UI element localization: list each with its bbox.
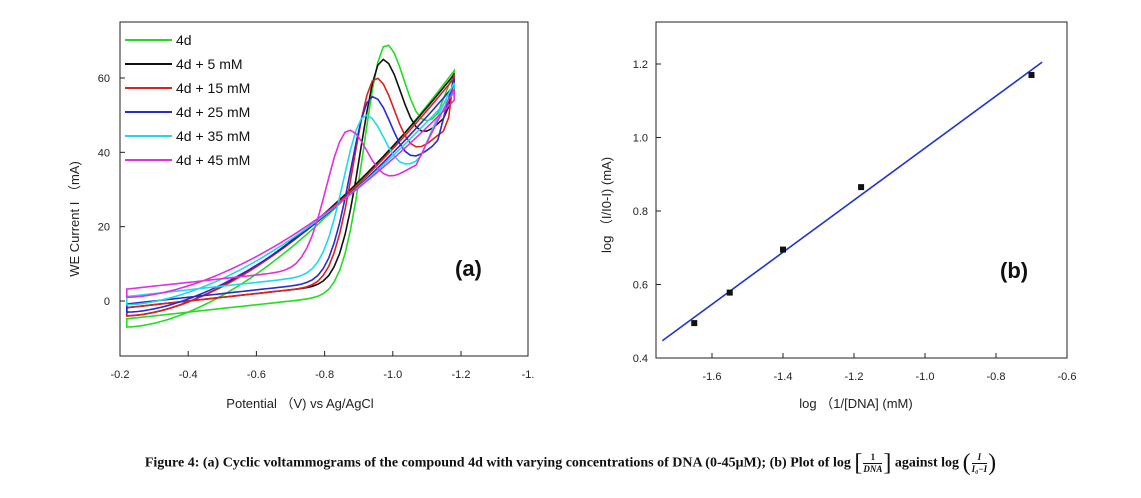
y-tick-label: 0 bbox=[104, 296, 110, 308]
caption-fraction-1: 1 DNA bbox=[863, 452, 883, 475]
panel-a-x-axis-label: Potential （V) vs Ag/AgCl bbox=[226, 396, 374, 411]
series-line bbox=[126, 44, 455, 328]
panel-b-x-ticks: -1.6 -1.4 -1.2 -1.0 -0.8 -0.6 bbox=[703, 353, 1077, 383]
panel-b-x-axis-label: log （1/[DNA] (mM) bbox=[799, 396, 912, 411]
x-tick-label: -0.4 bbox=[179, 369, 198, 381]
data-point bbox=[726, 289, 733, 296]
panel-b-y-ticks: 0.4 0.6 0.8 1.0 1.2 bbox=[633, 59, 661, 365]
panel-b-linear-plot: 0.4 0.6 0.8 1.0 1.2 -1.6 -1.4 -1.2 -1.0 -0.8 -0.6… bbox=[599, 21, 1077, 411]
x-tick-label: -0.6 bbox=[247, 369, 266, 381]
y-tick-label: 40 bbox=[98, 147, 110, 159]
caption-fraction-2: I I₀−I bbox=[971, 452, 988, 475]
y-tick-label: 1.2 bbox=[633, 59, 648, 71]
caption-text: Figure 4: (a) Cyclic voltammograms of th… bbox=[144, 455, 851, 471]
panel-a-y-ticks: 0 20 40 60 bbox=[98, 73, 125, 308]
data-point bbox=[858, 184, 865, 191]
caption-paren-close: ) bbox=[988, 450, 997, 476]
y-tick-label: 60 bbox=[98, 73, 110, 85]
data-point bbox=[780, 246, 786, 253]
y-tick-label: 0.6 bbox=[633, 280, 648, 292]
caption-frac2-numerator: I bbox=[977, 452, 982, 462]
series-line bbox=[126, 88, 455, 299]
x-tick-label: -1.2 bbox=[845, 371, 864, 383]
panel-a-curves bbox=[126, 44, 455, 328]
caption-middle: against log bbox=[894, 455, 960, 471]
x-tick-label: -1.0 bbox=[383, 369, 402, 381]
x-tick-label: -0.8 bbox=[987, 371, 1006, 383]
caption-frac2-denominator: I₀−I bbox=[971, 463, 988, 474]
caption-frac1-numerator: 1 bbox=[870, 452, 876, 462]
panel-a-legend: 4d 4d + 5 mM 4d + 15 mM 4d + 25 mM 4d + 35 m… bbox=[125, 32, 250, 168]
series-line bbox=[126, 58, 455, 317]
data-point bbox=[1028, 72, 1035, 79]
fit-line bbox=[661, 61, 1043, 342]
x-tick-label: -1.2 bbox=[452, 369, 471, 381]
x-tick-label: -0.2 bbox=[111, 369, 130, 381]
legend-label: 4d + 5 mM bbox=[176, 56, 243, 72]
figure-caption: Figure 4: (a) Cyclic voltammograms of th… bbox=[0, 450, 1141, 477]
y-tick-label: 20 bbox=[98, 222, 110, 234]
y-tick-label: 0.8 bbox=[633, 206, 648, 218]
legend-label: 4d + 45 mM bbox=[176, 152, 250, 168]
panel-b-label: (b) bbox=[1000, 258, 1028, 283]
legend-label: 4d + 25 mM bbox=[176, 104, 250, 120]
x-tick-label: -1.0 bbox=[916, 371, 935, 383]
y-tick-label: 0.4 bbox=[633, 353, 648, 365]
panel-a-x-ticks: -0.2 -0.4 -0.6 -0.8 -1.0 -1.2 -1. bbox=[111, 351, 535, 381]
series-line bbox=[126, 73, 455, 317]
caption-bracket-open: [ bbox=[854, 450, 863, 476]
x-tick-label: -1.6 bbox=[703, 371, 722, 383]
panel-a-label: (a) bbox=[455, 256, 482, 281]
legend-label: 4d + 15 mM bbox=[176, 80, 250, 96]
panel-b-frame bbox=[655, 21, 1068, 359]
x-tick-label: -1. bbox=[522, 369, 535, 381]
panel-b-plot bbox=[661, 61, 1043, 342]
caption-frac1-denominator: DNA bbox=[863, 463, 883, 474]
legend-label: 4d bbox=[176, 32, 192, 48]
x-tick-label: -0.8 bbox=[315, 369, 334, 381]
panel-a-frame bbox=[119, 21, 529, 357]
legend-label: 4d + 35 mM bbox=[176, 128, 250, 144]
x-tick-label: -1.4 bbox=[774, 371, 793, 383]
y-tick-label: 1.0 bbox=[633, 133, 648, 145]
panel-b-y-axis-label: log （I/I0-I) (mA) bbox=[599, 157, 614, 253]
caption-bracket-close: ] bbox=[883, 450, 892, 476]
data-point bbox=[691, 320, 698, 327]
caption-paren-open: ( bbox=[962, 450, 971, 476]
panel-a-y-axis-label: WE Current I （mA) bbox=[67, 161, 82, 277]
x-tick-label: -0.6 bbox=[1058, 371, 1077, 383]
